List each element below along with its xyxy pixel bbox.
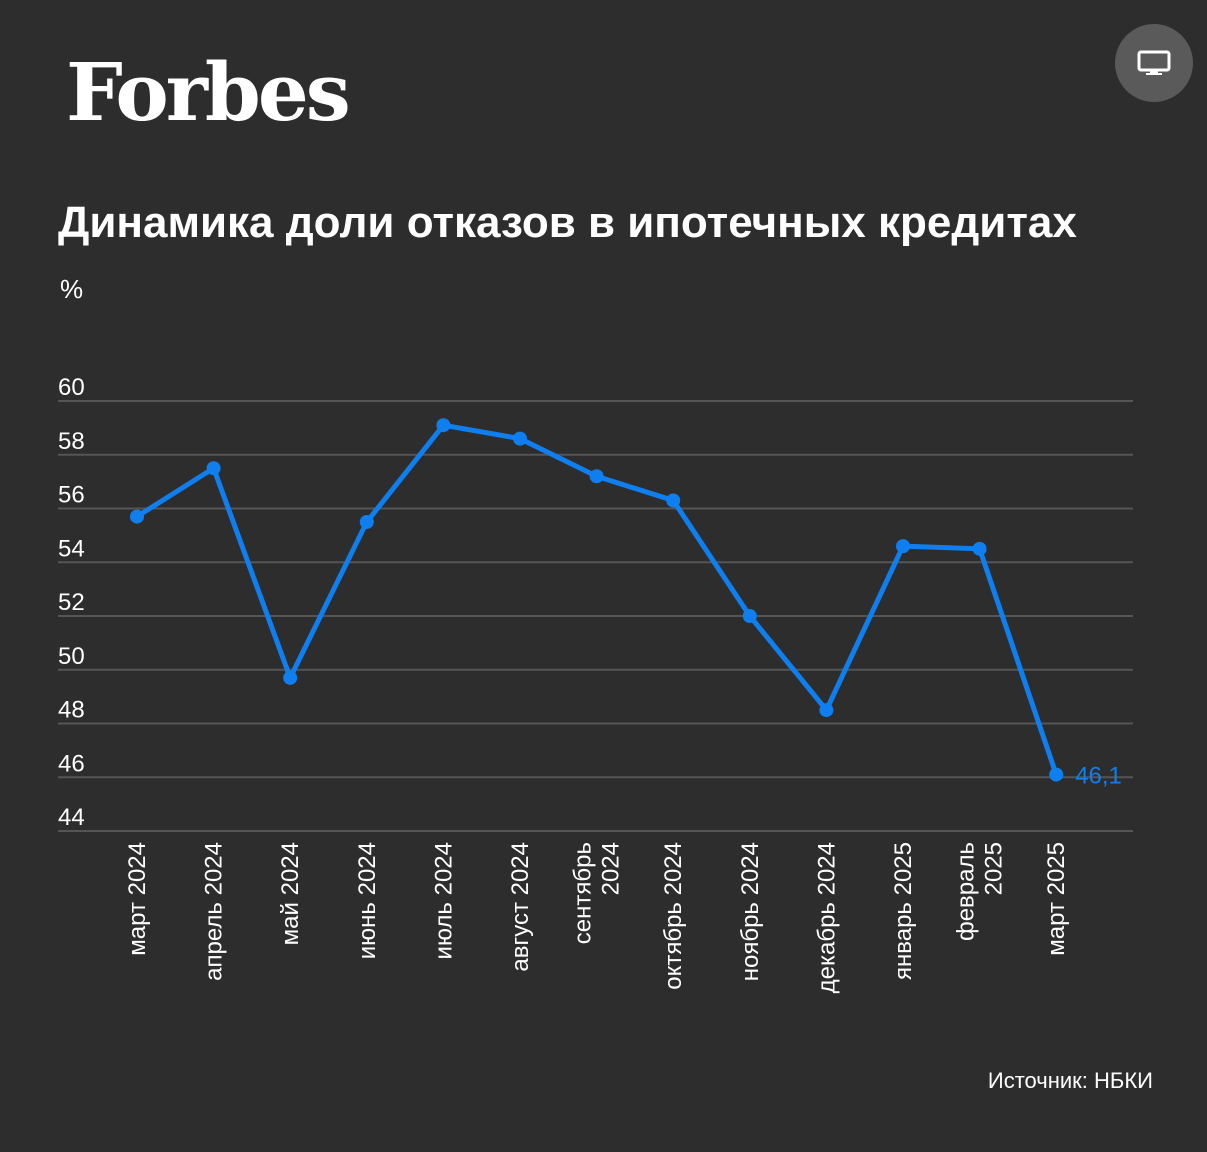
- x-tick-label-line: ноябрь 2024: [737, 842, 764, 981]
- x-tick-label-line: май 2024: [277, 842, 304, 945]
- x-tick-label-line: март 2025: [1043, 842, 1070, 956]
- data-point: [206, 461, 221, 476]
- x-tick-label: сентябрь 2024: [570, 842, 625, 944]
- x-tick-label-line: июнь 2024: [354, 842, 381, 959]
- y-tick-label: 56: [58, 482, 85, 509]
- data-point: [896, 539, 910, 554]
- x-tick-label-line: сентябрь: [570, 842, 597, 944]
- data-point: [436, 418, 451, 433]
- x-tick-label-line: декабрь 2024: [813, 842, 840, 993]
- y-tick-label: 52: [58, 589, 85, 616]
- x-tick-label-line: 2024: [598, 842, 625, 895]
- y-axis-unit-label: %: [60, 274, 84, 304]
- x-tick-label: декабрь 2024: [813, 842, 840, 993]
- data-point: [666, 493, 681, 508]
- x-tick-label: июль 2024: [430, 842, 457, 959]
- y-tick-label: 54: [58, 535, 85, 562]
- chart-title: Динамика доли отказов в ипотечных кредит…: [58, 198, 1077, 247]
- data-point: [972, 541, 987, 556]
- data-point: [130, 509, 144, 524]
- data-point: [513, 431, 527, 446]
- x-tick-label-line: март 2024: [124, 842, 151, 956]
- data-point: [283, 670, 298, 685]
- x-tick-label-line: 2025: [981, 842, 1008, 895]
- y-tick-label: 48: [58, 697, 85, 724]
- x-tick-label: июнь 2024: [354, 842, 381, 959]
- data-point: [819, 703, 834, 718]
- x-tick-label: ноябрь 2024: [737, 842, 764, 981]
- y-tick-label: 60: [58, 374, 85, 401]
- y-tick-label: 58: [58, 428, 85, 455]
- y-tick-label: 50: [58, 643, 85, 670]
- monitor-button[interactable]: [1115, 24, 1193, 102]
- data-point: [742, 609, 757, 623]
- x-tick-label: май 2024: [277, 842, 304, 945]
- x-tick-label: январь 2025: [890, 842, 917, 980]
- x-tick-label: март 2024: [124, 842, 151, 956]
- x-tick-label: август 2024: [507, 842, 534, 972]
- y-tick-label: 44: [58, 804, 85, 831]
- x-tick-label: февраль 2025: [953, 842, 1008, 941]
- x-tick-label: март 2025: [1043, 842, 1070, 956]
- y-tick-label: 46: [58, 750, 85, 777]
- data-point: [1049, 767, 1064, 782]
- data-label: 46,1: [1075, 763, 1122, 790]
- monitor-icon: [1137, 50, 1171, 75]
- x-tick-label-line: февраль: [953, 842, 980, 941]
- x-tick-label-line: апрель 2024: [201, 842, 228, 981]
- data-point: [359, 514, 374, 529]
- x-tick-label-line: октябрь 2024: [660, 842, 687, 990]
- x-tick-label: апрель 2024: [201, 842, 228, 981]
- x-tick-label-line: август 2024: [507, 842, 534, 972]
- data-point: [589, 469, 604, 484]
- x-tick-label-line: январь 2025: [890, 842, 917, 980]
- forbes-logo: Forbes: [66, 45, 351, 139]
- x-tick-label-line: июль 2024: [430, 842, 457, 959]
- source-note: Источник: НБКИ: [987, 1068, 1153, 1093]
- x-tick-label: октябрь 2024: [660, 842, 687, 990]
